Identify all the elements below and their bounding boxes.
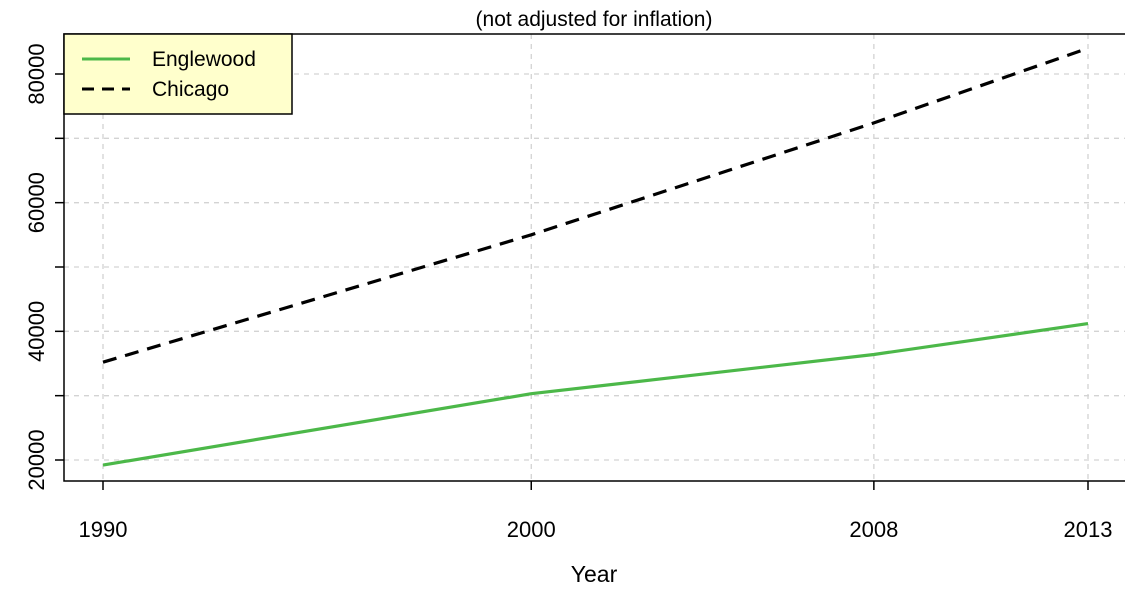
legend-box (63, 33, 293, 115)
y-tick-label: 40000 (24, 301, 49, 362)
legend-label-chicago: Chicago (152, 78, 229, 101)
series (102, 46, 1089, 467)
y-tick-label: 20000 (24, 429, 49, 490)
y-tick-label: 60000 (24, 172, 49, 233)
x-tick-label: 2008 (849, 517, 898, 542)
x-tick-label: 2013 (1064, 517, 1113, 542)
x-axis-title: Year (571, 561, 618, 587)
legend-label-englewood: Englewood (152, 48, 256, 71)
legend: Englewood Chicago (63, 33, 293, 115)
series-line-englewood (102, 322, 1089, 467)
plot-frame (63, 33, 1125, 482)
grid (64, 34, 1125, 481)
x-tick-label: 2000 (507, 517, 556, 542)
chart-subtitle: (not adjusted for inflation) (476, 8, 713, 31)
y-tick-label: 80000 (24, 43, 49, 104)
series-line-chicago (102, 46, 1089, 364)
x-tick-label: 1990 (79, 517, 128, 542)
axes: 20000 40000 60000 80000 1990 2000 2008 2013 (24, 43, 1112, 542)
